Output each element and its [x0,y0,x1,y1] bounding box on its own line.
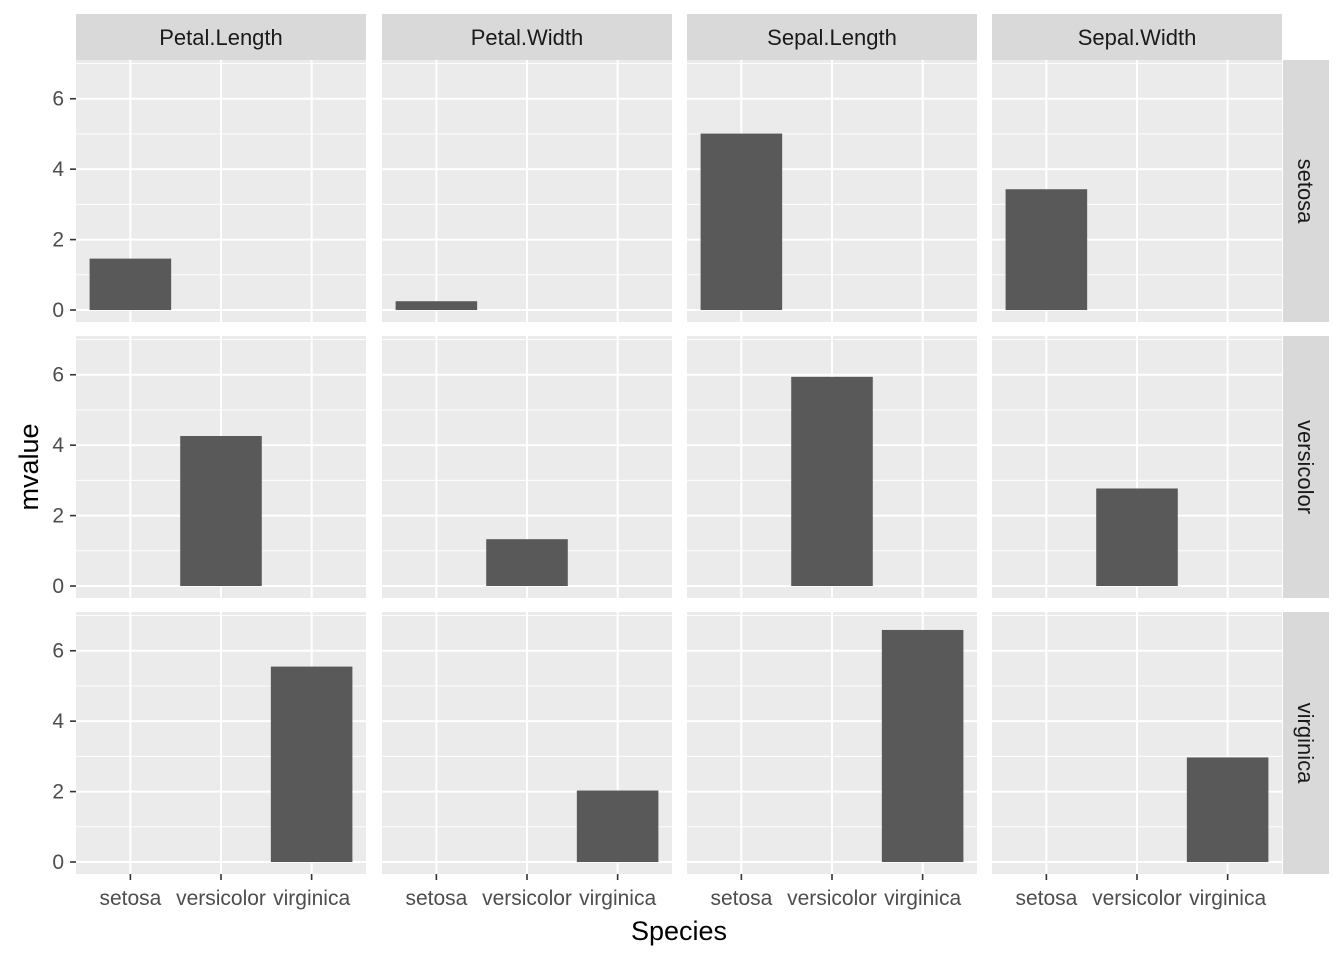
x-tick-label: versicolor [1092,887,1182,910]
y-tick-label: 4 [52,710,64,733]
y-tick-label: 2 [52,505,64,528]
bar-virginica-petal-width [576,790,659,863]
x-tick-label: setosa [1015,887,1077,910]
y-tick-label: 6 [52,88,64,111]
bar-virginica-sepal-width [1186,757,1269,863]
bar-setosa-sepal-length [700,133,783,311]
bar-setosa-petal-width [395,301,478,311]
y-tick-label: 0 [52,299,64,322]
y-tick-label: 2 [52,781,64,804]
y-tick-label: 0 [52,851,64,874]
bar-versicolor-petal-width [486,539,568,587]
strip-right-virginica [1283,612,1329,874]
y-tick-label: 6 [52,640,64,663]
x-tick-label: setosa [99,887,161,910]
x-tick-label: setosa [405,887,467,910]
strip-label-sepal-length: Sepal.Length [767,25,897,50]
bar-versicolor-sepal-length [791,376,873,587]
bar-setosa-sepal-width [1005,189,1088,311]
x-tick-label: virginica [884,887,961,910]
panel-versicolor-sepal-width [992,336,1282,598]
strip-label-petal-length: Petal.Length [159,25,283,50]
strip-top-petal-length [76,14,366,60]
bar-versicolor-petal-length [180,436,262,587]
y-tick-label: 2 [52,229,64,252]
x-tick-label: virginica [1189,887,1266,910]
bar-virginica-sepal-length [881,629,964,863]
y-axis-title: mvalue [14,423,44,510]
strip-top-sepal-length [687,14,977,60]
strip-right-setosa [1283,60,1329,322]
x-tick-label: versicolor [787,887,877,910]
strip-label-sepal-width: Sepal.Width [1078,25,1197,50]
x-tick-label: versicolor [482,887,572,910]
strip-label-virginica: virginica [1293,703,1318,784]
x-tick-label: versicolor [176,887,266,910]
x-axis-title: Species [631,916,727,946]
strip-label-versicolor: versicolor [1293,420,1318,514]
strip-top-petal-width [382,14,672,60]
y-tick-label: 6 [52,364,64,387]
x-tick-label: virginica [579,887,656,910]
strip-label-setosa: setosa [1293,159,1318,225]
bar-setosa-petal-length [89,258,172,311]
bar-virginica-petal-length [270,666,353,863]
strip-right-versicolor [1283,336,1329,598]
panel-setosa-petal-width [382,60,672,322]
x-tick-label: setosa [710,887,772,910]
x-tick-label: virginica [273,887,350,910]
strip-label-petal-width: Petal.Width [471,25,584,50]
bar-versicolor-sepal-width [1096,488,1178,587]
y-tick-label: 4 [52,158,64,181]
y-tick-label: 4 [52,434,64,457]
strip-top-sepal-width [992,14,1282,60]
y-tick-label: 0 [52,575,64,598]
